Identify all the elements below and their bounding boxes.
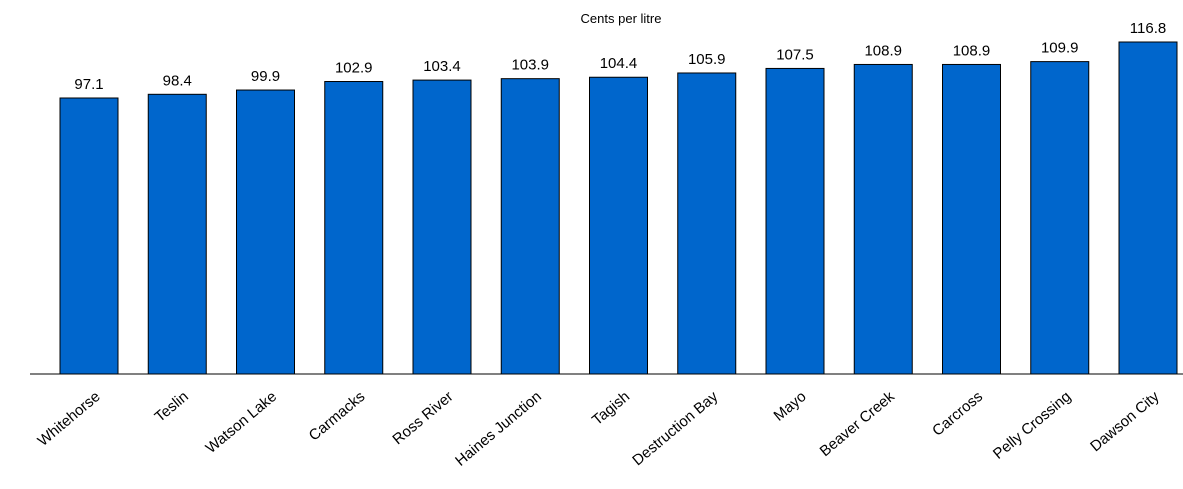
value-label: 108.9 [953, 42, 991, 59]
value-label: 108.9 [864, 42, 902, 59]
bars-group [59, 41, 1178, 375]
category-label: Whitehorse [35, 388, 104, 450]
value-label: 97.1 [74, 76, 103, 93]
bar-pelly-crossing [1030, 61, 1090, 375]
category-label: Carmacks [306, 388, 369, 444]
bar-beaver-creek [853, 63, 913, 375]
bar-watson-lake [236, 89, 295, 375]
bar-haines-junction [500, 78, 560, 375]
bar-destruction-bay [677, 72, 737, 375]
bar-mayo [765, 67, 825, 375]
category-label: Dawson City [1087, 388, 1163, 455]
value-labels-group: 97.1 98.4 99.9 102.9 103.4 103.9 104.4 105.9 107… [74, 20, 1166, 93]
category-label: Tagish [589, 388, 633, 429]
bar-carcross [942, 63, 1001, 375]
category-label: Carcross [929, 388, 986, 440]
category-label: Watson Lake [202, 388, 280, 457]
category-label: Destruction Bay [629, 388, 721, 469]
bar-tagish [589, 76, 648, 375]
category-label: Teslin [152, 388, 192, 426]
category-label: Ross River [389, 388, 456, 448]
category-label: Pelly Crossing [990, 388, 1074, 463]
bar-teslin [147, 93, 207, 375]
value-label: 105.9 [688, 51, 726, 68]
value-label: 103.4 [423, 58, 461, 75]
bar-ross-river [412, 79, 472, 375]
category-labels-group: Whitehorse Teslin Watson Lake Carmacks Ross … [35, 388, 1163, 470]
category-label: Haines Junction [452, 388, 545, 470]
bar-carmacks [324, 81, 384, 375]
value-label: 98.4 [163, 72, 192, 89]
value-label: 109.9 [1041, 40, 1079, 57]
category-label: Beaver Creek [817, 388, 899, 460]
y-axis-label: Cents per litre [581, 11, 662, 26]
bar-whitehorse [59, 97, 119, 375]
value-label: 104.4 [600, 55, 638, 72]
value-label: 99.9 [251, 68, 280, 85]
value-label: 116.8 [1130, 20, 1166, 37]
value-label: 102.9 [335, 60, 373, 77]
value-label: 107.5 [776, 46, 814, 63]
bar-dawson-city [1118, 41, 1178, 375]
category-label: Mayo [771, 388, 810, 425]
value-label: 103.9 [511, 57, 549, 74]
